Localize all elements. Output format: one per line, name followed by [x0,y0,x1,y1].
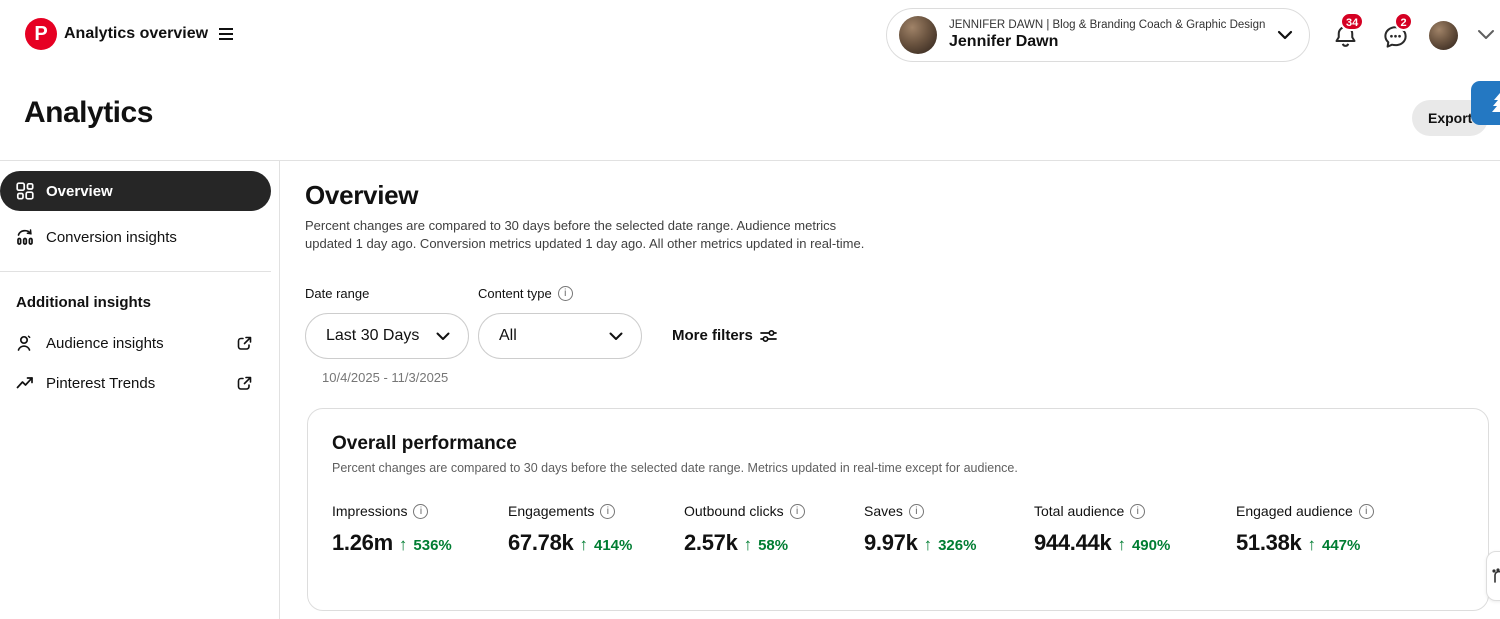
up-arrow-icon: ↑ [743,535,753,554]
overall-performance-card: Overall performance Percent changes are … [307,408,1489,611]
conversion-insights-icon [16,228,34,246]
more-filters-button[interactable]: More filters [672,327,777,344]
metric-change: 490% [1131,537,1171,554]
extension-widget-button[interactable] [1471,81,1500,125]
sidebar-item-conversion-insights[interactable]: Conversion insights [0,217,271,257]
info-icon[interactable]: i [908,503,924,519]
sidebar-item-label: Overview [46,182,113,200]
audience-person-icon [16,334,34,352]
up-arrow-icon: ↑ [398,535,408,554]
metric-value: 944.44k [1034,530,1112,555]
metric-change: 326% [938,537,977,554]
section-description: Percent changes are compared to 30 days … [305,218,865,251]
info-icon[interactable]: i [1130,503,1146,519]
metrics-row: Impressions i 1.26m ↑ 536% Engagements i 67.… [332,503,1374,556]
messages-badge: 2 [1394,12,1413,31]
header-divider [0,160,1500,161]
profile-avatar[interactable] [1429,21,1458,50]
metric-value: 1.26m [332,530,393,555]
content-type-select[interactable]: All [478,313,642,359]
filters-sliders-icon [760,329,777,343]
info-icon[interactable]: i [1358,503,1374,519]
pinterest-logo-icon[interactable]: P [25,18,57,50]
date-range-label: Date range [305,286,370,301]
metric-value: 2.57k [684,530,738,555]
metric-change: 414% [594,537,633,554]
page-title: Analytics [24,96,153,129]
notifications-badge: 34 [1340,12,1365,31]
up-arrow-icon: ↑ [579,535,589,554]
card-subtitle: Percent changes are compared to 30 days … [332,461,1018,475]
chevron-down-icon [1277,30,1293,40]
metric-impressions: Impressions i 1.26m ↑ 536% [332,503,452,555]
date-range-value: Last 30 Days [326,327,420,344]
top-bar: P Analytics overview JENNIFER DAWN | Blo… [0,0,1500,70]
sidebar: Overview Conversion insights Additional … [0,161,280,619]
external-link-icon [236,335,253,352]
sidebar-link-audience-insights[interactable]: Audience insights [0,323,271,363]
sidebar-divider [0,271,271,272]
sidebar-link-label: Pinterest Trends [46,374,156,392]
extension-widget-icon [1492,93,1500,112]
metric-value: 67.78k [508,530,574,555]
account-name: Jennifer Dawn [949,33,1059,50]
messages-icon[interactable] [1382,23,1409,50]
metric-engagements: Engagements i 67.78k ↑ 414% [508,503,633,555]
date-range-span: 10/4/2025 - 11/3/2025 [322,370,449,385]
up-arrow-icon: ↑ [1307,535,1317,554]
sidebar-link-label: Audience insights [46,334,164,352]
info-icon[interactable]: i [789,503,805,519]
info-icon[interactable]: i [413,503,429,519]
up-arrow-icon: ↑ [923,535,933,554]
external-link-icon [236,375,253,392]
info-icon[interactable]: i [600,503,616,519]
metric-change: 58% [758,537,789,554]
sidebar-item-label: Conversion insights [46,228,177,246]
account-kicker: JENNIFER DAWN | Blog & Branding Coach & … [949,19,1266,31]
metric-value: 51.38k [1236,530,1302,555]
metric-change: 536% [413,537,452,554]
header-chevron-down-icon[interactable] [1477,29,1495,40]
menu-icon[interactable] [219,28,233,43]
more-filters-label: More filters [672,327,753,344]
sidebar-link-pinterest-trends[interactable]: Pinterest Trends [0,363,271,403]
trends-arrow-icon [16,374,34,392]
content-type-info-icon[interactable]: i [557,286,573,301]
metric-outbound-clicks: Outbound clicks i 2.57k ↑ 58% [684,503,864,556]
metric-total-audience: Total audience i 944.44k ↑ 490% [1034,503,1171,555]
chevron-down-icon [436,332,450,341]
edge-floating-widget[interactable] [1486,551,1500,601]
account-avatar [899,16,937,54]
metric-change: 447% [1322,537,1361,554]
metric-engaged-audience: Engaged audience i 51.38k ↑ 447% [1236,503,1374,556]
metric-saves: Saves i 9.97k ↑ 326% [864,503,977,555]
content-type-value: All [499,327,517,344]
account-switcher[interactable]: JENNIFER DAWN | Blog & Branding Coach & … [886,8,1310,62]
date-range-select[interactable]: Last 30 Days [305,313,469,359]
section-title: Overview [305,180,419,210]
up-arrow-icon: ↑ [1117,535,1126,554]
metric-value: 9.97k [864,530,918,555]
sidebar-section-title: Additional insights [16,294,151,311]
overview-grid-icon [16,182,34,200]
content-type-label: Content type i [478,286,573,301]
card-title: Overall performance [332,433,517,454]
chevron-down-icon [609,332,623,341]
edge-widget-icon [1492,568,1500,583]
app-title: Analytics overview [64,25,209,42]
sidebar-item-overview[interactable]: Overview [0,171,271,211]
